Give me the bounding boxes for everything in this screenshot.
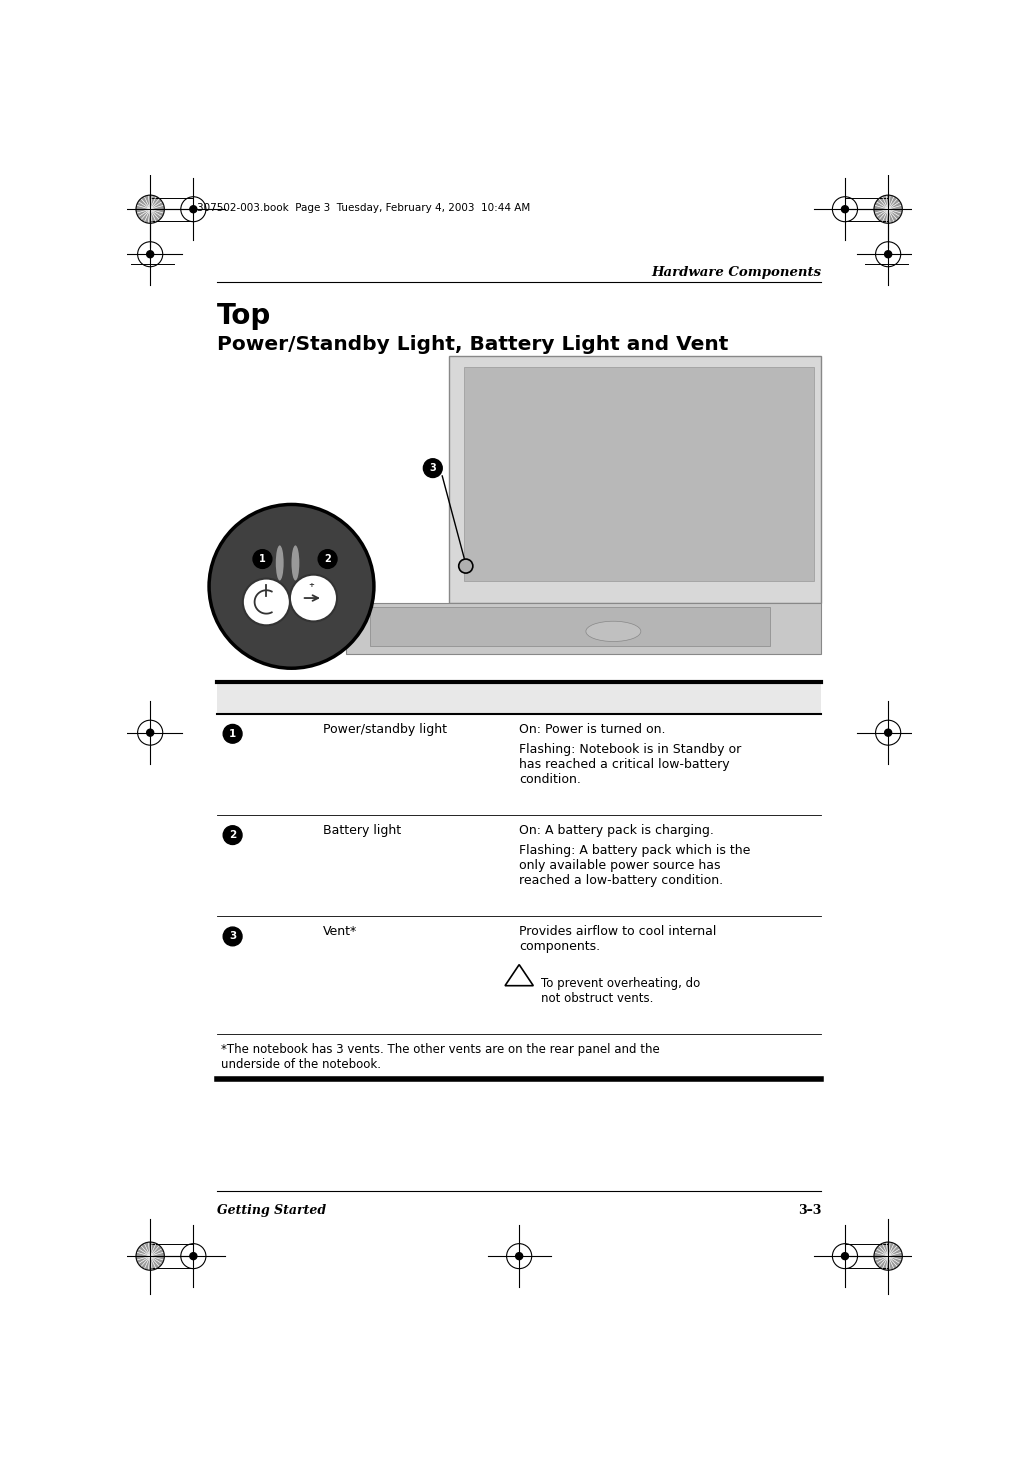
Ellipse shape xyxy=(318,550,337,569)
Ellipse shape xyxy=(223,826,242,845)
Text: Top: Power/Standby Light, Battery Light, and Vent: Top: Power/Standby Light, Battery Light,… xyxy=(223,689,619,703)
Polygon shape xyxy=(136,194,164,224)
Ellipse shape xyxy=(253,550,271,569)
Ellipse shape xyxy=(884,251,891,257)
Ellipse shape xyxy=(276,545,284,580)
Ellipse shape xyxy=(147,730,154,737)
Polygon shape xyxy=(874,194,903,224)
Ellipse shape xyxy=(459,558,473,573)
Text: 2: 2 xyxy=(229,830,236,841)
Ellipse shape xyxy=(147,251,154,257)
Text: 2: 2 xyxy=(324,554,331,564)
Polygon shape xyxy=(464,367,813,580)
Text: On: Power is turned on.: On: Power is turned on. xyxy=(520,722,666,735)
Text: 307502-003.book  Page 3  Tuesday, February 4, 2003  10:44 AM: 307502-003.book Page 3 Tuesday, February… xyxy=(198,203,531,213)
Text: 3–3: 3–3 xyxy=(798,1205,822,1218)
Ellipse shape xyxy=(223,927,242,946)
Text: Getting Started: Getting Started xyxy=(217,1205,326,1218)
Text: Hardware Components: Hardware Components xyxy=(651,266,822,279)
Polygon shape xyxy=(136,1243,164,1270)
Text: +: + xyxy=(308,582,314,588)
Text: On: A battery pack is charging.: On: A battery pack is charging. xyxy=(520,825,714,836)
Text: Flashing: A battery pack which is the
only available power source has
reached a : Flashing: A battery pack which is the on… xyxy=(520,844,751,887)
Text: Top: Top xyxy=(217,301,271,329)
Text: Vent*: Vent* xyxy=(323,925,358,939)
Text: Battery light: Battery light xyxy=(323,825,401,836)
FancyBboxPatch shape xyxy=(217,681,822,713)
Ellipse shape xyxy=(292,545,300,580)
Ellipse shape xyxy=(223,725,242,743)
Ellipse shape xyxy=(516,1253,523,1260)
Polygon shape xyxy=(370,607,771,646)
Ellipse shape xyxy=(189,1253,197,1260)
Ellipse shape xyxy=(423,459,443,478)
Ellipse shape xyxy=(586,621,641,642)
Polygon shape xyxy=(449,355,822,604)
Ellipse shape xyxy=(290,575,337,621)
Text: *The notebook has 3 vents. The other vents are on the rear panel and the
undersi: *The notebook has 3 vents. The other ven… xyxy=(221,1044,659,1072)
Text: Provides airflow to cool internal
components.: Provides airflow to cool internal compon… xyxy=(520,925,716,953)
Ellipse shape xyxy=(189,206,197,212)
Ellipse shape xyxy=(209,504,374,668)
Text: Power/standby light: Power/standby light xyxy=(323,722,447,735)
Text: 3: 3 xyxy=(229,931,236,942)
Polygon shape xyxy=(346,604,822,654)
Text: Power/Standby Light, Battery Light and Vent: Power/Standby Light, Battery Light and V… xyxy=(217,335,728,354)
Ellipse shape xyxy=(842,1253,849,1260)
Polygon shape xyxy=(874,1243,903,1270)
Ellipse shape xyxy=(842,206,849,212)
Text: 3: 3 xyxy=(430,463,437,474)
Text: Flashing: Notebook is in Standby or
has reached a critical low-battery
condition: Flashing: Notebook is in Standby or has … xyxy=(520,743,742,785)
Ellipse shape xyxy=(884,730,891,737)
Ellipse shape xyxy=(243,579,290,626)
Text: 1: 1 xyxy=(229,730,236,738)
Text: 1: 1 xyxy=(259,554,265,564)
Text: To prevent overheating, do
not obstruct vents.: To prevent overheating, do not obstruct … xyxy=(541,977,700,1004)
